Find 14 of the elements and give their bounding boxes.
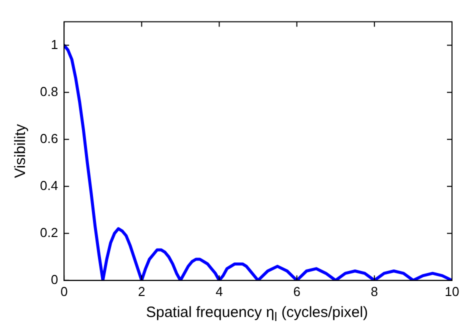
- y-tick-label: 0.6: [40, 130, 58, 146]
- y-tick-label: 0.8: [40, 84, 58, 99]
- y-tick-label: 0.2: [40, 224, 58, 240]
- y-tick-label: 0: [50, 272, 58, 287]
- x-tick-label: 8: [370, 284, 378, 299]
- x-tick-label: 10: [444, 284, 460, 299]
- y-axis-title: Visibility: [12, 124, 30, 178]
- y-tick-label: 0.4: [40, 178, 58, 193]
- x-axis-title: Spatial frequency η$_{l}$ (cycles/pixel): [144, 304, 370, 324]
- x-tick-label: 0: [60, 284, 68, 299]
- y-tick-label: 1: [50, 36, 58, 52]
- x-tick-label: 2: [138, 284, 146, 299]
- x-tick-label: 4: [216, 284, 223, 299]
- x-tick-label: 6: [293, 284, 300, 299]
